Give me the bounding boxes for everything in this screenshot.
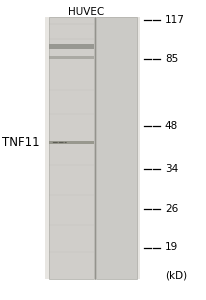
FancyBboxPatch shape <box>49 89 94 91</box>
FancyBboxPatch shape <box>49 23 94 25</box>
FancyBboxPatch shape <box>49 140 94 145</box>
FancyBboxPatch shape <box>49 38 94 40</box>
FancyBboxPatch shape <box>49 251 94 253</box>
Text: TNF11: TNF11 <box>2 136 40 149</box>
Text: 48: 48 <box>165 121 178 131</box>
Text: (kD): (kD) <box>165 270 187 280</box>
Text: 85: 85 <box>165 53 178 64</box>
FancyBboxPatch shape <box>49 224 94 226</box>
FancyBboxPatch shape <box>49 44 94 49</box>
FancyBboxPatch shape <box>45 16 140 279</box>
FancyBboxPatch shape <box>49 56 94 59</box>
FancyBboxPatch shape <box>49 113 94 115</box>
FancyBboxPatch shape <box>49 164 94 166</box>
FancyBboxPatch shape <box>49 56 94 59</box>
Text: HUVEC: HUVEC <box>68 7 105 16</box>
Text: 19: 19 <box>165 242 178 253</box>
FancyBboxPatch shape <box>49 140 94 145</box>
FancyBboxPatch shape <box>49 44 94 49</box>
FancyBboxPatch shape <box>49 16 94 279</box>
FancyBboxPatch shape <box>96 16 137 279</box>
Text: 34: 34 <box>165 164 178 175</box>
FancyBboxPatch shape <box>49 194 94 196</box>
Text: 117: 117 <box>165 15 185 26</box>
Text: 26: 26 <box>165 203 178 214</box>
